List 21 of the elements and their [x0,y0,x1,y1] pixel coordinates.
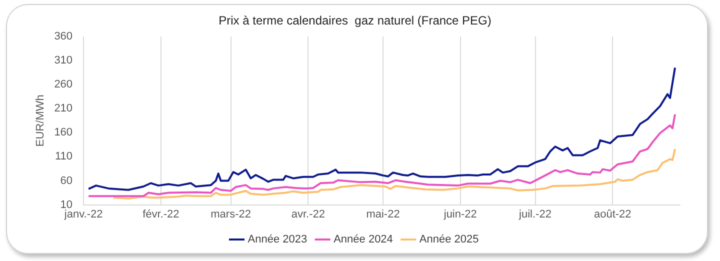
y-axis-title: EUR/MWh [34,94,47,147]
y-tick-label: 110 [55,150,73,163]
x-tick-label: juin-22 [442,208,477,220]
y-tick-label: 310 [54,54,73,66]
legend-label: Année 2023 [248,234,308,246]
x-tick-label: janv.-22 [63,208,103,220]
legend-label: Année 2025 [419,234,479,246]
legend-label: Année 2024 [334,234,393,246]
x-tick-label: févr.-22 [142,208,180,220]
chart-title: Prix à terme calendaires gaz naturel (France PEG) [218,14,492,28]
y-tick-label: 60 [60,174,73,187]
y-tick-label: 10 [60,198,73,211]
x-tick-label: mars-22 [210,208,251,220]
x-tick-label: août-22 [594,208,632,220]
y-tick-label: 160 [54,126,73,139]
y-tick-label: 260 [54,78,73,91]
x-tick-label: avr.-22 [291,208,325,220]
y-tick-label: 210 [54,102,73,115]
x-tick-label: juil.-22 [518,208,552,220]
y-tick-label: 360 [54,30,73,42]
x-tick-label: mai-22 [366,208,400,220]
